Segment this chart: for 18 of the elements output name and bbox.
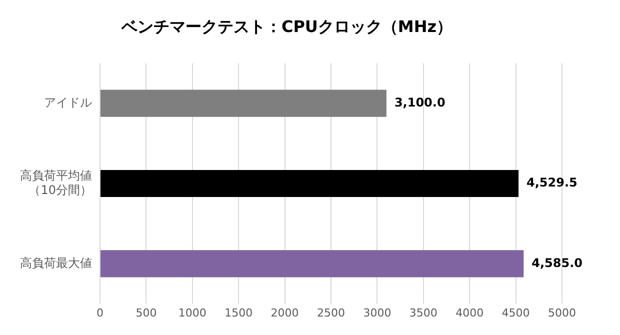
x-tick-label: 500	[136, 306, 157, 320]
x-tick-label: 3500	[409, 306, 438, 320]
x-tick-label: 4000	[456, 306, 484, 320]
y-tick-label: アイドル	[44, 95, 92, 110]
chart-title: ベンチマークテスト：CPUクロック（MHz）	[120, 16, 453, 36]
x-tick-label: 3000	[363, 306, 392, 320]
data-label: 3,100.0	[394, 95, 446, 110]
x-tick-label: 2000	[270, 306, 299, 320]
y-tick-label: 高負荷最大値	[20, 256, 92, 270]
data-label: 4,529.5	[526, 176, 578, 190]
x-tick-label: 1000	[178, 306, 206, 320]
y-tick-label: 高負荷平均値（10分間）	[20, 168, 92, 197]
x-tick-label: 1500	[224, 306, 253, 320]
x-tick-label: 2500	[317, 306, 345, 320]
data-label: 4,585.0	[532, 256, 583, 270]
x-tick-label: 5000	[548, 306, 576, 320]
x-tick-label: 0	[96, 306, 104, 320]
x-tick-label: 4500	[502, 306, 530, 320]
